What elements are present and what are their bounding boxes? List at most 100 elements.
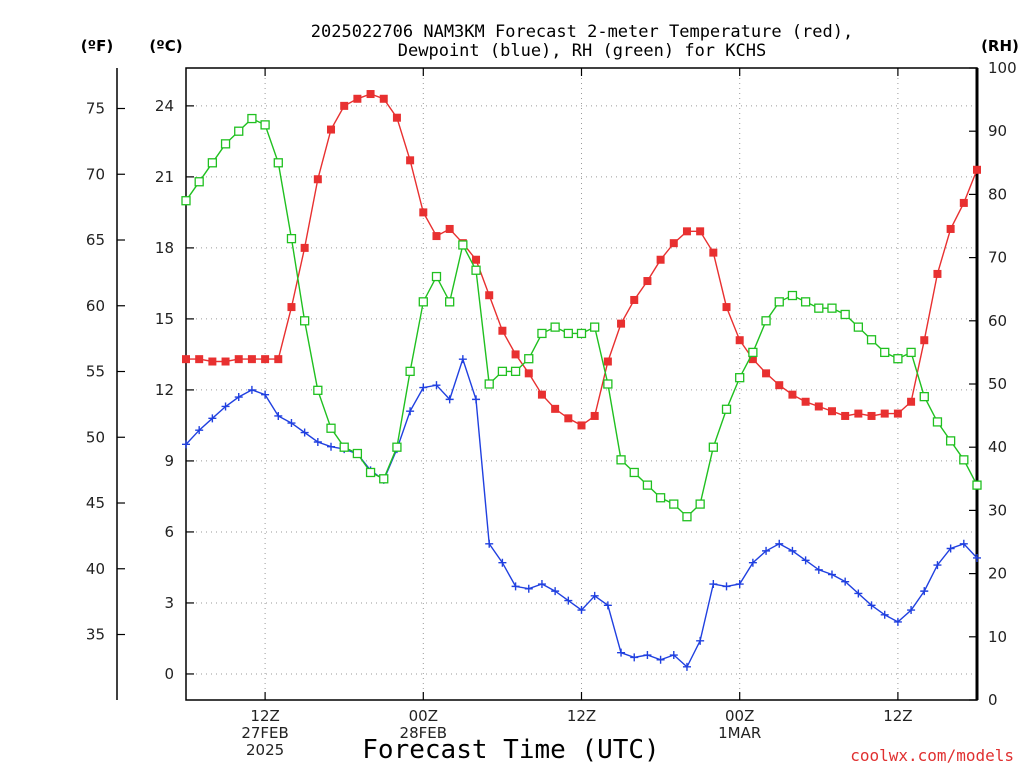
temperature-point	[748, 355, 757, 364]
rh-point	[866, 335, 877, 345]
dewpoint-point	[327, 442, 336, 451]
rh-point	[603, 379, 613, 389]
rh-point	[497, 366, 508, 377]
dewpoint-point	[762, 546, 771, 555]
temperature-point	[762, 369, 771, 378]
rh-point	[260, 120, 270, 130]
dewpoint-point	[669, 651, 678, 660]
dewpoint-point	[287, 419, 296, 428]
rh-point	[379, 474, 389, 484]
temperature-point	[300, 243, 309, 252]
series-layer	[181, 90, 982, 671]
dewpoint-point	[445, 395, 454, 404]
rh-tick-label: 20	[988, 565, 1007, 583]
dewpoint-point	[419, 383, 428, 392]
celsius-tick-label: 21	[155, 168, 174, 186]
temperature-point	[261, 355, 270, 364]
temperature-point	[313, 175, 322, 184]
fahrenheit-axis: 35 40 45 50 55 60 65 70 75	[86, 100, 125, 644]
rh-tick-label: 30	[988, 501, 1007, 519]
rh-tick-label: 40	[988, 438, 1007, 456]
rh-unit-label: (RH)	[981, 37, 1019, 55]
rh-point	[510, 366, 521, 377]
dewpoint-point	[630, 653, 639, 662]
fahrenheit-unit-label: (ºF)	[81, 37, 113, 55]
temperature-point	[366, 90, 375, 99]
fahrenheit-tick-label: 60	[86, 297, 105, 315]
temperature-point	[735, 336, 744, 345]
fahrenheit-tick-label: 40	[86, 560, 105, 578]
rh-point	[893, 354, 903, 364]
dewpoint-point	[854, 589, 863, 598]
rh-point	[787, 290, 798, 301]
fahrenheit-tick-label: 50	[86, 428, 105, 446]
rh-point	[247, 113, 257, 124]
temperature-point	[392, 113, 401, 122]
temperature-point	[379, 94, 388, 103]
dewpoint-point	[247, 385, 256, 394]
temperature-point	[814, 402, 823, 411]
chart-title-line2: Dewpoint (blue), RH (green) for KCHS	[398, 41, 766, 61]
celsius-tick-label: 9	[164, 452, 174, 470]
dewpoint-point	[907, 606, 916, 615]
temperature-point	[327, 125, 336, 134]
celsius-tick-label: 24	[155, 97, 174, 115]
rh-tick-label: 90	[988, 122, 1007, 140]
temperature-point	[722, 303, 731, 312]
temperature-point	[247, 355, 256, 364]
time-tick-label: 27FEB	[241, 724, 288, 742]
fahrenheit-tick-label: 75	[86, 100, 105, 118]
rh-point	[431, 271, 442, 282]
rh-point	[827, 303, 837, 313]
rh-tick-label: 70	[988, 249, 1007, 267]
temperature-point	[340, 101, 349, 110]
rh-point	[576, 328, 587, 339]
rh-point	[774, 297, 784, 307]
temperature-point	[854, 409, 863, 418]
dewpoint-point	[182, 440, 190, 449]
rh-point	[840, 309, 850, 320]
dewpoint-point	[735, 580, 744, 589]
dewpoint-point	[406, 407, 415, 416]
time-tick-label: 00Z	[725, 707, 754, 725]
temperature-point	[682, 227, 691, 236]
fahrenheit-tick-label: 55	[86, 363, 105, 381]
time-tick-label: 12Z	[250, 707, 279, 725]
rh-point	[418, 297, 428, 307]
series-temperature	[182, 90, 981, 430]
rh-point	[484, 379, 494, 389]
rh-point	[616, 455, 626, 465]
temperature-point	[590, 411, 599, 420]
rh-point	[339, 442, 349, 452]
temperature-point	[498, 326, 507, 335]
rh-tick-label: 50	[988, 375, 1007, 393]
dewpoint-point	[920, 587, 929, 596]
rh-point	[524, 354, 534, 364]
dewpoint-point	[432, 381, 441, 390]
dewpoint-point	[788, 546, 797, 555]
temperature-point	[893, 409, 902, 418]
temperature-point	[696, 227, 705, 236]
time-tick-label: 1MAR	[718, 724, 761, 742]
dewpoint-point	[775, 539, 784, 548]
temperature-point	[973, 165, 981, 174]
rh-point	[313, 385, 323, 395]
dewpoint-point	[261, 390, 270, 399]
temperature-point	[841, 411, 850, 420]
rh-point	[735, 373, 745, 383]
rh-point	[234, 126, 244, 136]
celsius-tick-label: 3	[164, 594, 174, 612]
dewpoint-point	[682, 662, 691, 671]
dewpoint-point	[603, 601, 612, 610]
rh-point	[708, 442, 718, 452]
rh-point	[299, 316, 310, 326]
dewpoint-point	[656, 655, 665, 664]
dewpoint-point	[617, 648, 626, 657]
rh-point	[629, 467, 639, 478]
temperature-point	[946, 224, 955, 233]
temperature-point	[603, 357, 612, 366]
temperature-point	[801, 397, 810, 406]
dewpoint-point	[221, 402, 230, 411]
fahrenheit-tick-label: 35	[86, 626, 105, 644]
celsius-tick-label: 18	[155, 239, 174, 257]
